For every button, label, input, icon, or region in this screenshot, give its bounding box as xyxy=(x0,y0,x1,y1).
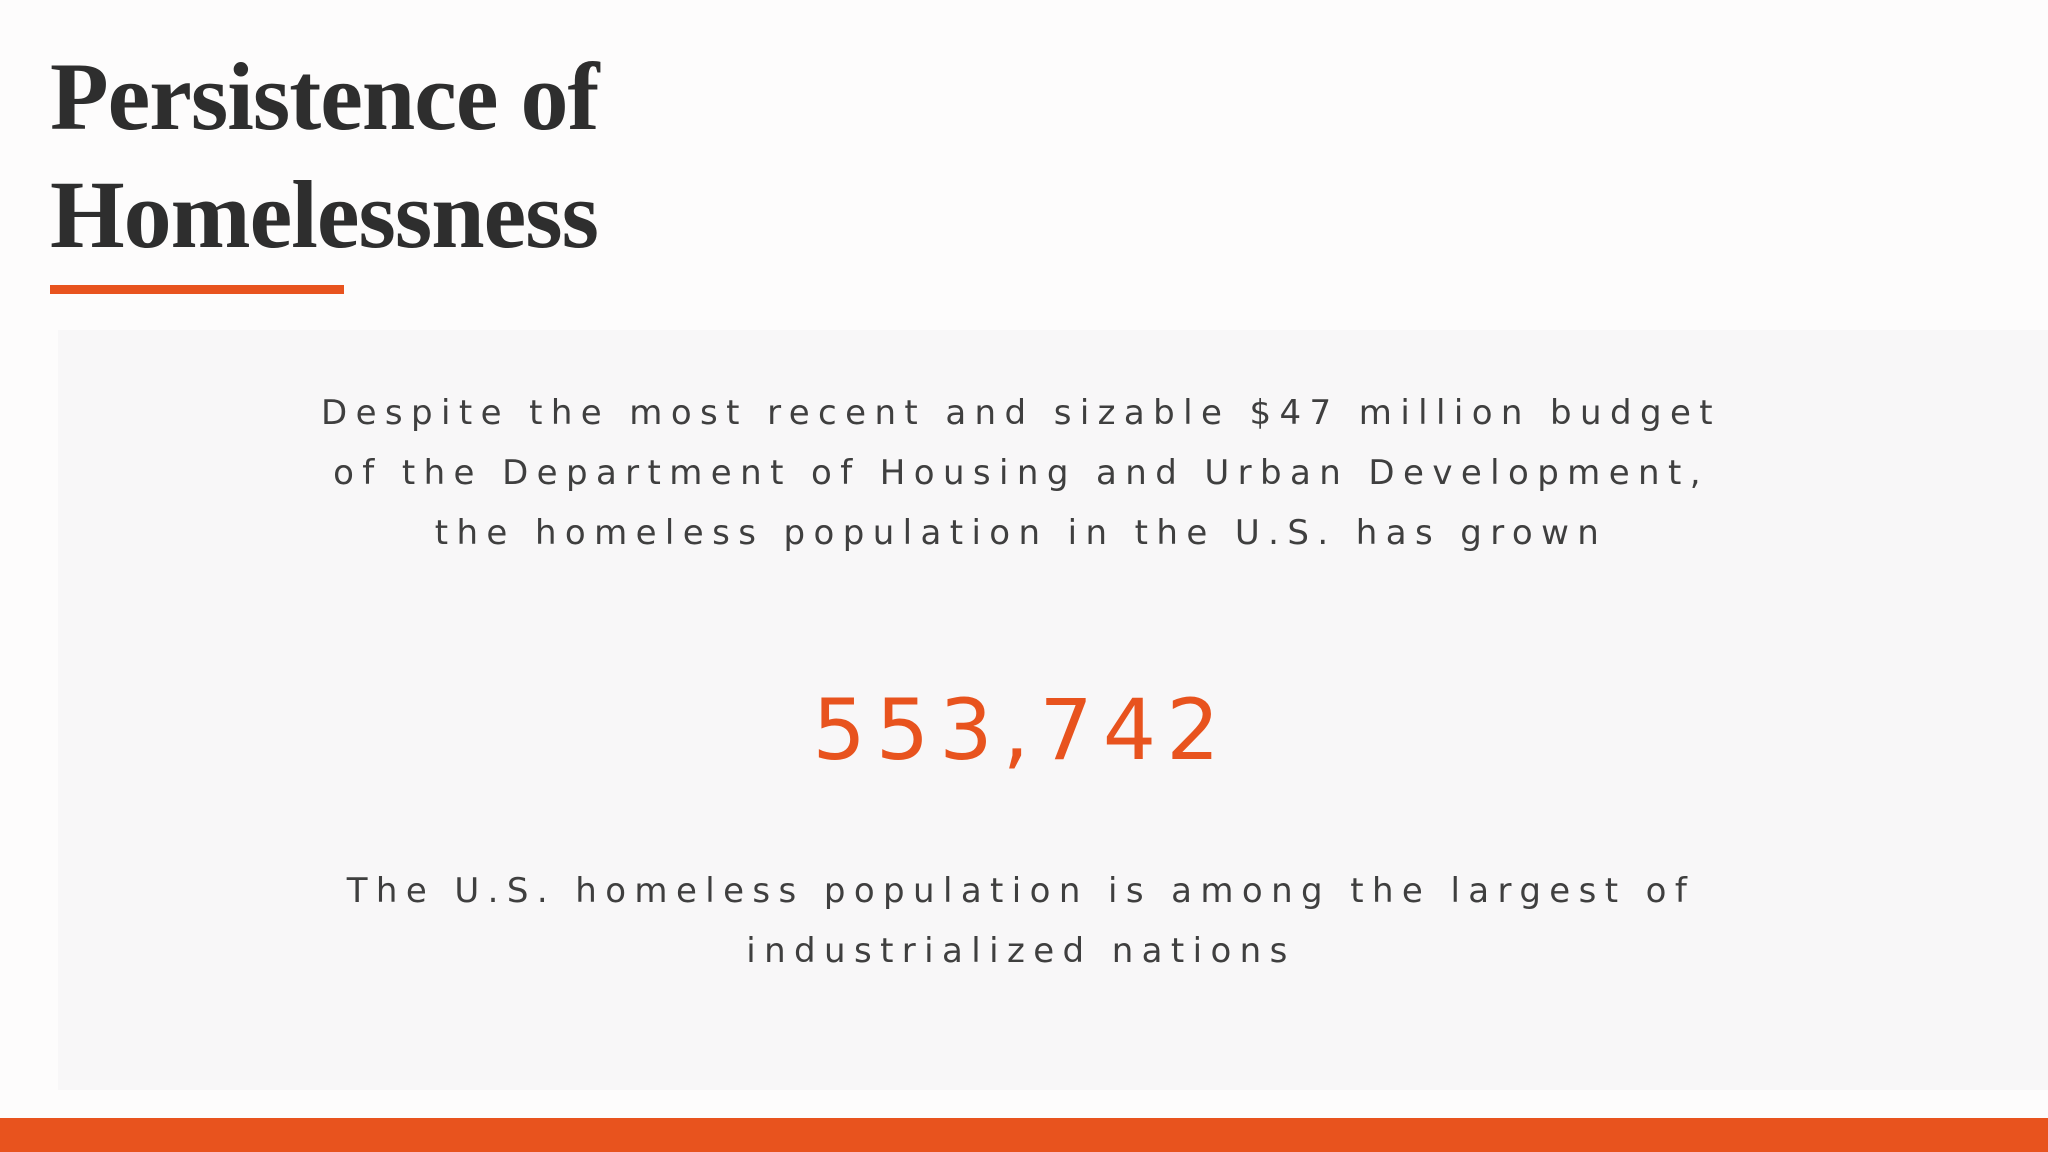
title-underline xyxy=(50,285,344,294)
slide-title: Persistence of Homelessness xyxy=(50,43,599,268)
footer-bar xyxy=(0,1118,2048,1152)
note-text: The U.S. homeless population is among th… xyxy=(346,871,1696,971)
intro-text: Despite the most recent and sizable $47 … xyxy=(321,393,1722,553)
content-panel xyxy=(58,330,2048,1090)
highlight-figure: 553,742 xyxy=(812,681,1230,779)
